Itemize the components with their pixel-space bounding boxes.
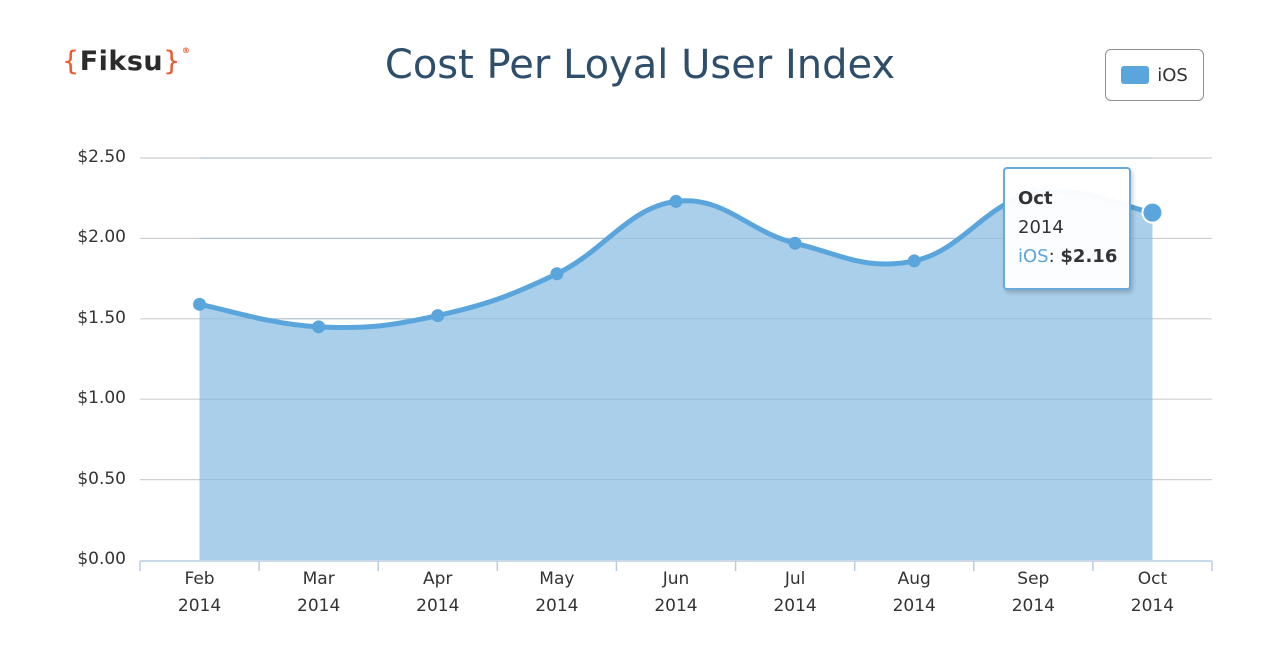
y-tick-label: $0.50 bbox=[77, 468, 126, 489]
x-tick-label: Feb 2014 bbox=[145, 566, 255, 620]
x-tick-label: Jun 2014 bbox=[621, 566, 731, 620]
x-tick-month: Aug bbox=[897, 569, 931, 589]
x-tick-year: 2014 bbox=[1011, 596, 1055, 616]
x-tick-month: Sep bbox=[1017, 569, 1050, 589]
data-point[interactable] bbox=[669, 194, 683, 208]
x-tick-label: Mar 2014 bbox=[264, 566, 374, 620]
tooltip-series-name: iOS bbox=[1018, 246, 1049, 267]
data-point[interactable] bbox=[193, 297, 207, 311]
x-tick-month: Apr bbox=[423, 569, 453, 589]
y-tick-label: $2.50 bbox=[77, 147, 126, 167]
x-axis bbox=[139, 560, 1213, 571]
series-points bbox=[193, 186, 1164, 334]
y-tick-label: $1.00 bbox=[77, 388, 126, 409]
x-tick-month: Oct bbox=[1137, 569, 1168, 589]
y-tick-label: $0.00 bbox=[77, 549, 126, 569]
data-point[interactable] bbox=[312, 320, 326, 334]
x-tick-year: 2014 bbox=[297, 596, 341, 616]
x-tick-month: May bbox=[539, 569, 575, 589]
data-point[interactable] bbox=[550, 267, 564, 281]
x-tick-month: Mar bbox=[302, 569, 335, 589]
data-point[interactable] bbox=[788, 236, 802, 250]
chart-title: Cost Per Loyal User Index bbox=[384, 42, 896, 88]
x-tick-label: Aug 2014 bbox=[859, 566, 969, 620]
x-tick-label: Jul 2014 bbox=[740, 566, 850, 620]
tooltip-month: Oct bbox=[1018, 188, 1053, 209]
legend-swatch-ios bbox=[1121, 66, 1150, 84]
x-tick-month: Jun bbox=[662, 569, 690, 589]
x-tick-label: May 2014 bbox=[502, 566, 612, 620]
series-area-fill bbox=[199, 191, 1153, 560]
tooltip-year: 2014 bbox=[1018, 217, 1064, 238]
x-tick-label: Oct 2014 bbox=[1097, 566, 1207, 620]
tooltip: Oct 2014 iOS: $2.16 bbox=[1003, 167, 1131, 290]
x-tick-year: 2014 bbox=[1130, 596, 1175, 616]
x-tick-month: Jul bbox=[784, 569, 806, 589]
x-tick-month: Feb bbox=[184, 569, 215, 589]
legend-label-ios: iOS bbox=[1157, 64, 1188, 86]
x-tick-year: 2014 bbox=[892, 596, 936, 616]
fiksu-logo: {Fiksu}® bbox=[62, 46, 191, 77]
y-tick-label: $1.50 bbox=[77, 307, 126, 328]
x-tick-year: 2014 bbox=[654, 596, 698, 616]
data-point[interactable] bbox=[431, 309, 445, 323]
y-tick-label: $2.00 bbox=[77, 227, 126, 248]
data-point[interactable] bbox=[1141, 201, 1164, 224]
x-tick-year: 2014 bbox=[535, 596, 579, 616]
x-tick-year: 2014 bbox=[177, 596, 222, 616]
tooltip-series-row: iOS: $2.16 bbox=[1018, 246, 1118, 267]
x-tick-label: Apr 2014 bbox=[383, 566, 493, 620]
tooltip-value: $2.16 bbox=[1060, 246, 1118, 267]
data-point[interactable] bbox=[907, 254, 921, 268]
x-tick-label: Sep 2014 bbox=[978, 566, 1088, 620]
x-tick-year: 2014 bbox=[773, 596, 817, 616]
legend[interactable]: iOS bbox=[1105, 49, 1204, 101]
x-tick-year: 2014 bbox=[416, 596, 460, 616]
